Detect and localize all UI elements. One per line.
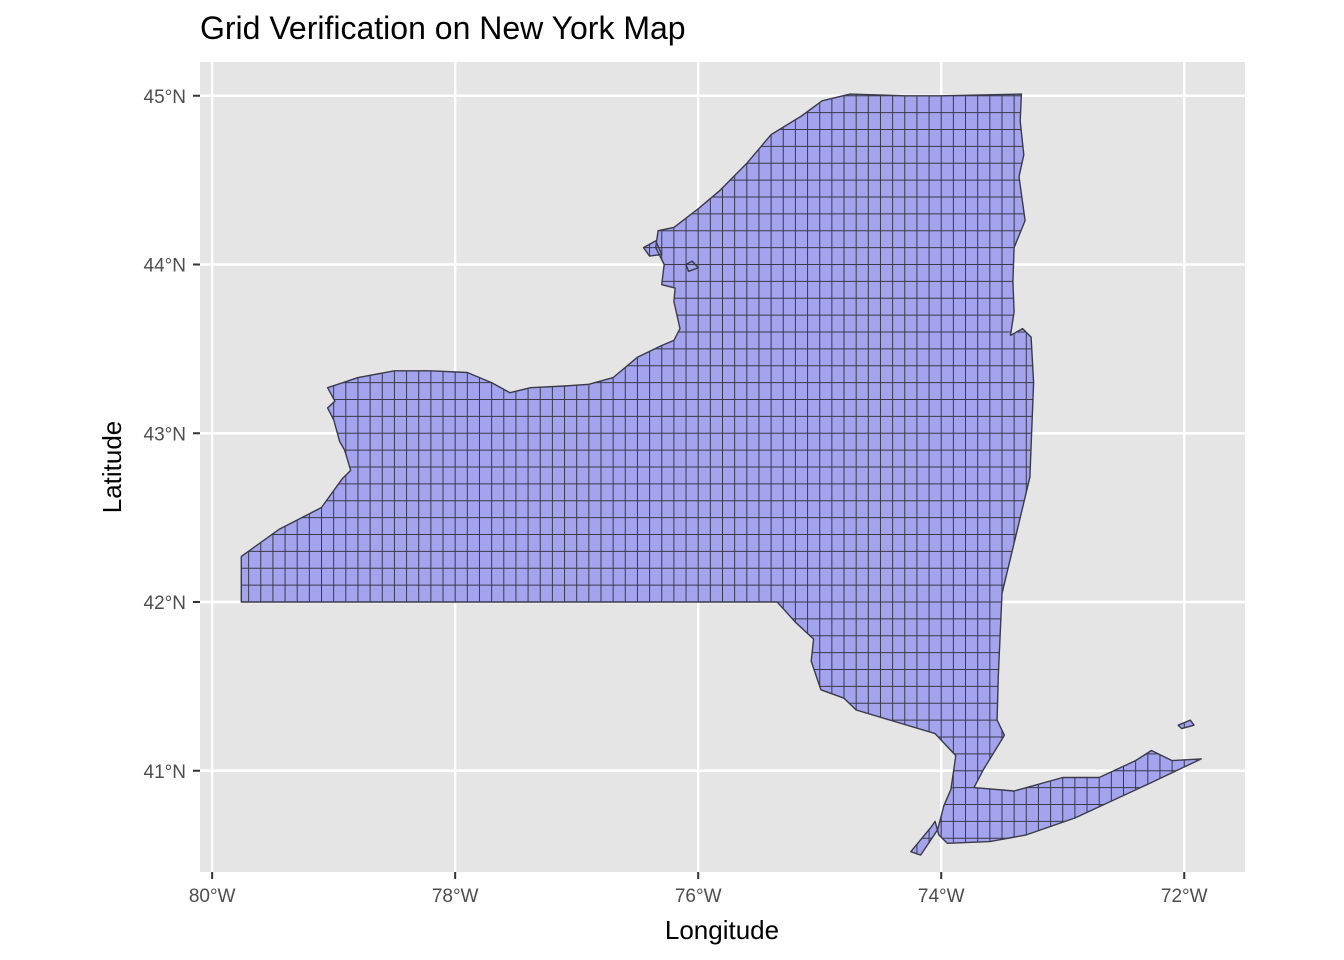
y-tick-label: 43°N — [144, 424, 186, 445]
x-tick-label: 80°W — [189, 886, 236, 907]
y-tick-label: 45°N — [144, 87, 186, 108]
x-tick-label: 74°W — [918, 886, 965, 907]
y-tick-label: 42°N — [144, 593, 186, 614]
y-tick-label: 44°N — [144, 256, 186, 277]
y-axis-title: Latitude — [97, 421, 127, 514]
x-axis-title: Longitude — [665, 915, 779, 945]
state-outline — [240, 93, 1202, 856]
chart-title: Grid Verification on New York Map — [200, 10, 686, 46]
x-axis: 80°W 78°W 76°W 74°W 72°W — [189, 872, 1208, 907]
y-axis: 41°N 42°N 43°N 44°N 45°N — [144, 87, 200, 783]
x-tick-label: 78°W — [432, 886, 479, 907]
state-fill — [241, 94, 1202, 856]
x-tick-label: 72°W — [1161, 886, 1208, 907]
y-tick-label: 41°N — [144, 762, 186, 783]
x-tick-label: 76°W — [675, 886, 722, 907]
